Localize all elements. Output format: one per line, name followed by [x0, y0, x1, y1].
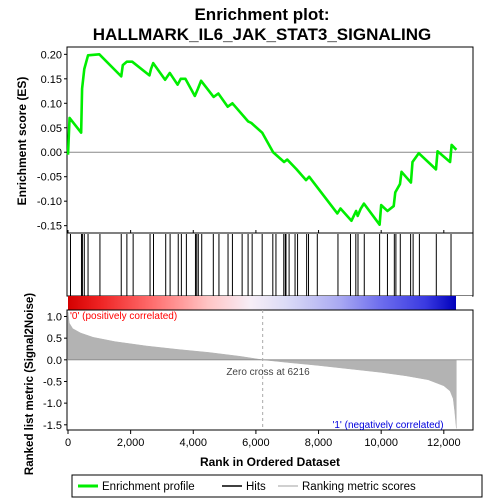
metric-y-tick-label: -0.5 [43, 376, 62, 388]
metric-y-tick-label: 1.0 [47, 311, 62, 323]
x-tick-label: 8,000 [305, 437, 333, 449]
es-y-tick-label: 0.00 [41, 147, 62, 159]
ticks-layer: 0.200.150.100.050.00-0.05-0.10-0.151.00.… [37, 49, 461, 449]
metric-y-tick-label: 0.5 [47, 333, 62, 345]
chart-title-line-1: Enrichment plot: [194, 5, 329, 24]
es-y-tick-label: 0.20 [41, 49, 62, 61]
legend-box [71, 474, 483, 498]
x-tick-label: 0 [65, 437, 71, 449]
metric-y-tick-label: -1.0 [43, 398, 62, 410]
es-y-tick-label: 0.10 [41, 98, 62, 110]
x-tick-label: 10,000 [364, 437, 398, 449]
metric-layer [67, 310, 472, 430]
enrichment-profile-line [66, 53, 458, 226]
legend-label-metric: Ranking metric scores [302, 481, 416, 493]
es-y-tick-label: -0.10 [37, 196, 62, 208]
hits-panel [66, 232, 474, 297]
rank-colorbar [68, 296, 472, 310]
es-panel [66, 46, 474, 234]
chart-title-line-2: HALLMARK_IL6_JAK_STAT3_SIGNALING [93, 25, 431, 44]
es-y-axis-label: Enrichment score (ES) [15, 77, 29, 206]
negative-correlation-label: '1' (negatively correlated) [332, 420, 443, 431]
es-y-tick-label: -0.15 [37, 221, 62, 233]
x-tick-label: 12,000 [427, 437, 461, 449]
positive-correlation-label: '0' (positively correlated) [70, 311, 177, 322]
legend-label-enrichment: Enrichment profile [102, 481, 195, 493]
metric-y-tick-label: -1.5 [43, 420, 62, 432]
metric-y-tick-label: 0.0 [47, 355, 62, 367]
es-y-tick-label: 0.05 [41, 123, 62, 135]
x-axis-label: Rank in Ordered Dataset [200, 455, 340, 469]
x-tick-label: 6,000 [242, 437, 270, 449]
zero-cross-label: Zero cross at 6216 [226, 367, 310, 378]
es-y-tick-label: -0.05 [37, 172, 62, 184]
x-tick-label: 2,000 [117, 437, 145, 449]
x-tick-label: 4,000 [180, 437, 208, 449]
es-layer [66, 53, 458, 226]
hits-layer [70, 234, 452, 296]
es-y-tick-label: 0.15 [41, 74, 62, 86]
legend-label-hits: Hits [246, 481, 266, 493]
metric-area [67, 312, 457, 429]
metric-y-axis-label: Ranked list metric (Signal2Noise) [24, 293, 36, 475]
